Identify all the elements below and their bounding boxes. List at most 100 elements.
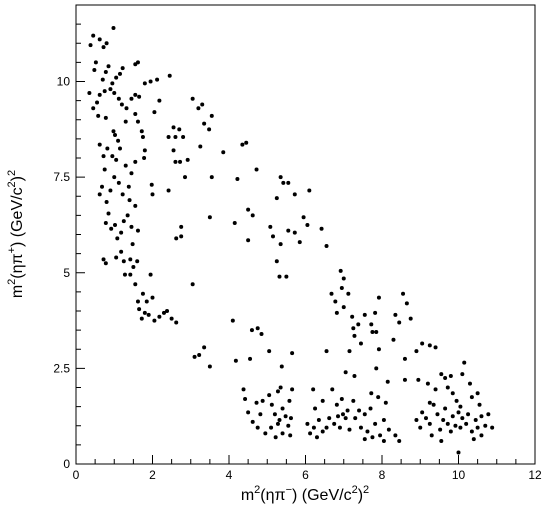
data-point xyxy=(397,320,402,325)
data-point xyxy=(127,198,132,203)
data-point xyxy=(129,171,134,176)
data-point xyxy=(108,87,113,92)
data-point xyxy=(125,213,130,218)
data-point xyxy=(404,301,409,306)
data-point xyxy=(135,60,140,65)
data-point xyxy=(438,427,443,432)
data-point xyxy=(137,94,142,99)
data-point xyxy=(116,96,121,101)
data-point xyxy=(155,77,160,82)
data-point xyxy=(101,257,106,262)
data-point xyxy=(397,439,402,444)
data-point xyxy=(358,341,363,346)
data-point xyxy=(329,291,334,296)
data-point xyxy=(100,184,105,189)
data-point xyxy=(448,374,453,379)
x-tick-label: 2 xyxy=(149,468,156,482)
y-axis: 0 2.5 5 7.5 10 xyxy=(53,4,85,471)
data-point xyxy=(123,119,128,124)
y-axis-label: m2(ηπ+) (GeV/c2)2 xyxy=(6,170,26,298)
data-point xyxy=(263,431,268,436)
data-point xyxy=(402,377,407,382)
data-point xyxy=(408,316,413,321)
data-point xyxy=(435,412,440,417)
data-point xyxy=(290,387,295,392)
data-point xyxy=(311,387,316,392)
data-point xyxy=(475,425,480,430)
data-point xyxy=(297,240,302,245)
data-point xyxy=(332,421,337,426)
data-point xyxy=(91,33,96,38)
data-point xyxy=(119,230,124,235)
data-point xyxy=(305,222,310,227)
data-point xyxy=(112,90,117,95)
data-point xyxy=(414,418,419,423)
data-point xyxy=(142,310,147,315)
data-point xyxy=(477,402,482,407)
data-point xyxy=(277,418,282,423)
data-point xyxy=(362,412,367,417)
data-point xyxy=(343,416,348,421)
data-point xyxy=(166,188,171,193)
data-point xyxy=(110,81,115,86)
data-point xyxy=(243,396,248,401)
data-point xyxy=(464,421,469,426)
data-point xyxy=(93,60,98,65)
data-point xyxy=(130,242,135,247)
data-point xyxy=(106,64,111,69)
data-point xyxy=(241,387,246,392)
data-point xyxy=(152,110,157,115)
data-point xyxy=(105,146,110,151)
data-point xyxy=(479,433,484,438)
data-point xyxy=(139,316,144,321)
data-point xyxy=(431,402,436,407)
data-point xyxy=(140,291,145,296)
data-point xyxy=(97,37,102,42)
data-point xyxy=(114,255,119,260)
data-point xyxy=(144,299,149,304)
data-point xyxy=(171,125,176,130)
data-point xyxy=(475,391,480,396)
x-axis-label-part: 2 xyxy=(363,484,369,496)
data-point xyxy=(460,416,465,421)
data-point xyxy=(135,228,140,233)
data-point xyxy=(283,414,288,419)
data-point xyxy=(286,228,291,233)
data-point xyxy=(255,326,260,331)
data-point xyxy=(133,282,138,287)
data-point xyxy=(391,337,396,342)
data-point xyxy=(385,379,390,384)
data-point xyxy=(254,167,259,172)
data-point xyxy=(308,431,313,436)
data-point xyxy=(115,236,120,241)
data-point xyxy=(185,157,190,162)
data-point xyxy=(111,25,116,30)
data-point xyxy=(104,41,109,46)
data-point xyxy=(458,404,463,409)
data-point xyxy=(100,77,105,82)
data-point xyxy=(324,425,329,430)
data-point xyxy=(418,425,423,430)
data-point xyxy=(338,268,343,273)
x-axis-label-part: 2 xyxy=(254,484,260,496)
data-point xyxy=(173,159,178,164)
data-point xyxy=(111,129,116,134)
data-point xyxy=(334,310,339,315)
data-point xyxy=(423,416,428,421)
data-point xyxy=(278,242,283,247)
data-point xyxy=(120,192,125,197)
data-point xyxy=(376,295,381,300)
data-point xyxy=(280,431,285,436)
data-point xyxy=(190,96,195,101)
data-point xyxy=(198,144,203,149)
data-point xyxy=(140,134,145,139)
data-point xyxy=(171,148,176,153)
data-point xyxy=(269,402,274,407)
data-point xyxy=(121,219,126,224)
data-point xyxy=(259,331,264,336)
data-point xyxy=(343,370,348,375)
x-tick-label: 0 xyxy=(73,468,80,482)
data-point xyxy=(88,43,93,48)
data-point xyxy=(346,291,351,296)
